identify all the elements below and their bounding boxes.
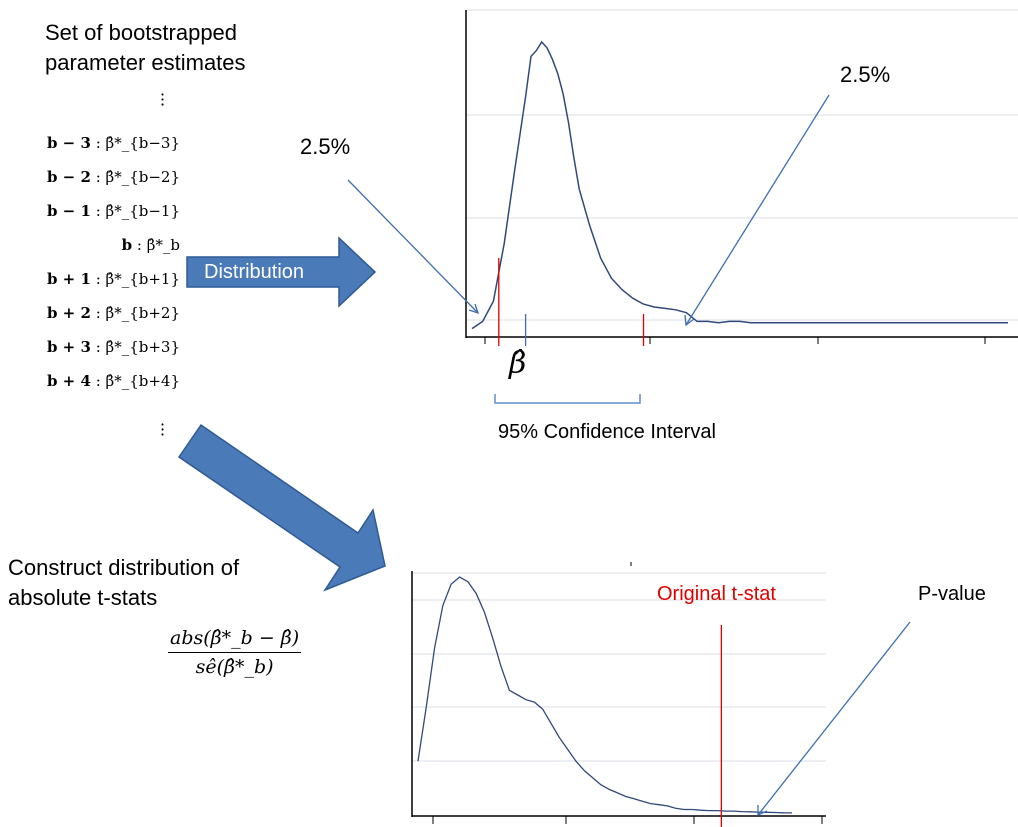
t-stat-distribution-chart: [411, 562, 826, 827]
bootstrap-title-line2: parameter estimates: [45, 50, 246, 75]
right-tail-arrow: [685, 94, 830, 326]
right-tail-arrowhead: [684, 314, 695, 327]
bootstrap-row: b − 2 : β̂*_{b−2}: [46, 168, 180, 186]
construct-title-line1: Construct distribution of: [8, 555, 240, 580]
confidence-interval-bracket: [494, 394, 641, 404]
estimate-beta-hat-label: β̂: [509, 346, 527, 381]
top-chart-density-line: [471, 40, 1008, 330]
t-stat-formula: abs(β̂*_b − β̂) sê(β̂*_b): [168, 627, 302, 678]
bootstrap-row-index: b + 1: [46, 270, 91, 288]
bootstrap-list: · · · b − 3 : β̂*_{b−3} b − 2 : β̂*_{b−2} …: [40, 85, 180, 452]
p-value-arrowhead: [757, 805, 768, 817]
construct-arrow: [177, 423, 386, 592]
t-stat-formula-numerator: abs(β̂*_b − β̂): [168, 627, 302, 653]
bootstrap-row-index: b: [121, 236, 133, 254]
right-tail-percent-label: 2.5%: [840, 62, 891, 87]
bootstrap-row-index: b − 1: [46, 202, 91, 220]
bootstrap-row-value: β̂*_{b+2}: [105, 304, 180, 322]
bootstrap-row: b − 3 : β̂*_{b−3}: [46, 134, 180, 152]
p-value-label: P-value: [918, 583, 986, 605]
bootstrap-distribution-chart: [465, 9, 1018, 346]
bootstrap-row: b + 2 : β̂*_{b+2}: [46, 304, 180, 322]
bootstrap-row-index: b + 2: [46, 304, 91, 322]
bootstrap-row: b + 3 : β̂*_{b+3}: [46, 338, 180, 356]
original-t-stat-label: Original t-stat: [657, 583, 776, 605]
vertical-dots-top: · · ·: [160, 85, 166, 114]
bootstrap-row-index: b − 2: [46, 168, 91, 186]
bootstrap-row: b + 1 : β̂*_{b+1}: [46, 270, 180, 288]
bottom-chart-density-line: [417, 576, 793, 814]
bootstrap-row-value: β̂*_b: [146, 236, 180, 254]
vertical-dots-bottom: · · ·: [160, 415, 166, 444]
bootstrap-row-value: β̂*_{b+1}: [105, 270, 180, 288]
bootstrap-row-index: b + 4: [46, 372, 91, 390]
confidence-interval-label: 95% Confidence Interval: [498, 421, 716, 443]
p-value-arrow: [757, 621, 911, 816]
left-tail-arrowhead: [468, 303, 480, 315]
left-tail-percent-label: 2.5%: [300, 134, 351, 159]
bootstrap-row-value: β̂*_{b−1}: [105, 202, 180, 220]
bootstrap-title-line1: Set of bootstrapped: [45, 20, 238, 45]
bootstrap-row: b : β̂*_b: [121, 236, 180, 254]
construct-title-line2: absolute t-stats: [8, 585, 158, 610]
bootstrap-row-value: β̂*_{b−3}: [105, 134, 180, 152]
t-stat-formula-denominator: sê(β̂*_b): [195, 656, 274, 678]
distribution-arrow-label: Distribution: [204, 261, 305, 283]
bootstrap-row-value: β̂*_{b+3}: [105, 338, 180, 356]
bootstrap-row-value: β̂*_{b−2}: [105, 168, 180, 186]
bootstrap-row-value: β̂*_{b+4}: [105, 372, 180, 390]
bootstrap-row: b + 4 : β̂*_{b+4}: [46, 372, 180, 390]
left-tail-arrow: [347, 179, 479, 314]
bootstrap-row-index: b + 3: [46, 338, 91, 356]
bootstrap-row: b − 1 : β̂*_{b−1}: [46, 202, 180, 220]
distribution-arrow: [186, 236, 377, 308]
bootstrap-row-index: b − 3: [46, 134, 91, 152]
